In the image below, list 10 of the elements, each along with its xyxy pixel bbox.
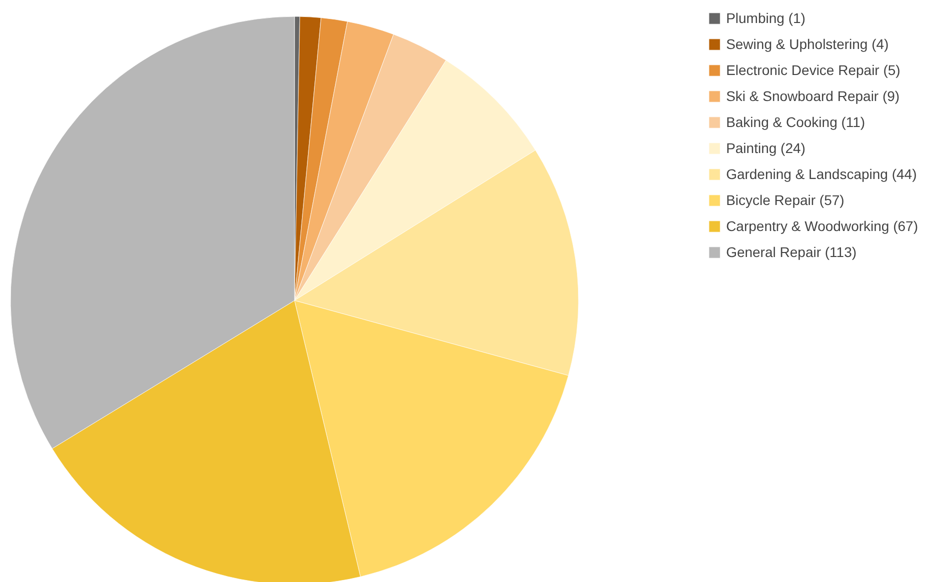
legend-label: Electronic Device Repair (5) [726, 62, 900, 78]
legend-label: Carpentry & Woodworking (67) [726, 218, 918, 234]
legend-label: Painting (24) [726, 140, 806, 156]
legend-label: Baking & Cooking (11) [726, 114, 866, 130]
legend-label: Plumbing (1) [726, 10, 806, 26]
legend-label: General Repair (113) [726, 244, 857, 260]
legend-label: Ski & Snowboard Repair (9) [726, 88, 900, 104]
legend-label: Gardening & Landscaping (44) [726, 166, 917, 182]
legend-label: Sewing & Upholstering (4) [726, 36, 889, 52]
legend-label: Bicycle Repair (57) [726, 192, 844, 208]
